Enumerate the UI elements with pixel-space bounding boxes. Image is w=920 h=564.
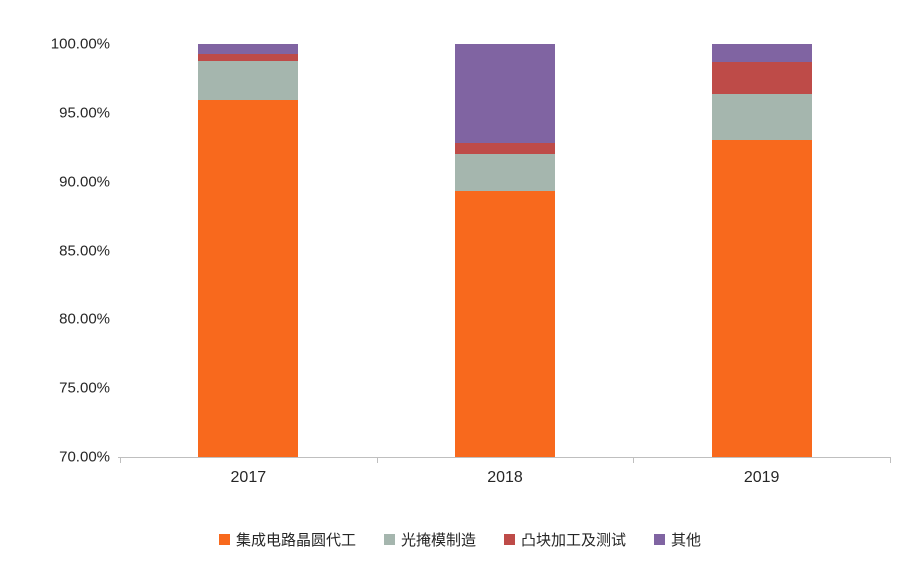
- bar-segment-凸块加工及测试: [711, 61, 812, 94]
- bar-segment-集成电路晶圆代工: [455, 191, 555, 457]
- legend-item: 其他: [654, 529, 701, 550]
- legend-item: 凸块加工及测试: [504, 529, 626, 550]
- bar-segment-光掩模制造: [711, 93, 812, 141]
- x-axis-category-label: 2017: [230, 469, 267, 486]
- bar-segment-集成电路晶圆代工: [711, 140, 812, 457]
- legend-swatch-icon: [504, 534, 515, 545]
- bar-segment-其他: [711, 44, 812, 62]
- bar-segment-集成电路晶圆代工: [198, 100, 299, 457]
- y-axis-tick-label: 100.00%: [50, 35, 110, 53]
- y-axis-tick-label: 80.00%: [59, 310, 110, 328]
- x-axis-category-label: 2019: [743, 469, 780, 486]
- y-axis-tick-label: 85.00%: [59, 242, 110, 259]
- y-axis-tick-label: 90.00%: [59, 173, 110, 191]
- bar-segment-凸块加工及测试: [455, 143, 555, 155]
- legend-label: 其他: [671, 532, 702, 549]
- legend-item: 集成电路晶圆代工: [218, 529, 356, 550]
- bar-segment-其他: [198, 44, 299, 54]
- legend: 集成电路晶圆代工 光掩模制造 凸块加工及测试 其他: [0, 529, 920, 550]
- legend-label: 集成电路晶圆代工: [235, 532, 356, 549]
- x-axis-category-label: 2018: [487, 469, 523, 486]
- bar-segment-其他: [455, 44, 555, 144]
- legend-swatch-icon: [218, 534, 230, 545]
- y-axis-tick-label: 95.00%: [59, 104, 110, 122]
- bar-segment-光掩模制造: [455, 154, 555, 192]
- y-axis-tick-label: 70.00%: [59, 448, 110, 466]
- legend-label: 凸块加工及测试: [521, 532, 627, 549]
- legend-swatch-icon: [383, 534, 395, 545]
- y-axis-tick-label: 75.00%: [59, 379, 110, 397]
- x-axis-tick-mark: [120, 457, 121, 463]
- bar-segment-光掩模制造: [198, 60, 299, 101]
- legend-label: 光掩模制造: [400, 532, 476, 549]
- legend-item: 光掩模制造: [383, 529, 476, 550]
- x-axis-line: [118, 457, 890, 458]
- legend-swatch-icon: [654, 534, 666, 545]
- bar-segment-凸块加工及测试: [198, 53, 299, 61]
- x-axis-tick-mark: [376, 457, 378, 463]
- x-axis-tick-mark: [890, 457, 891, 463]
- x-axis-tick-mark: [633, 457, 635, 463]
